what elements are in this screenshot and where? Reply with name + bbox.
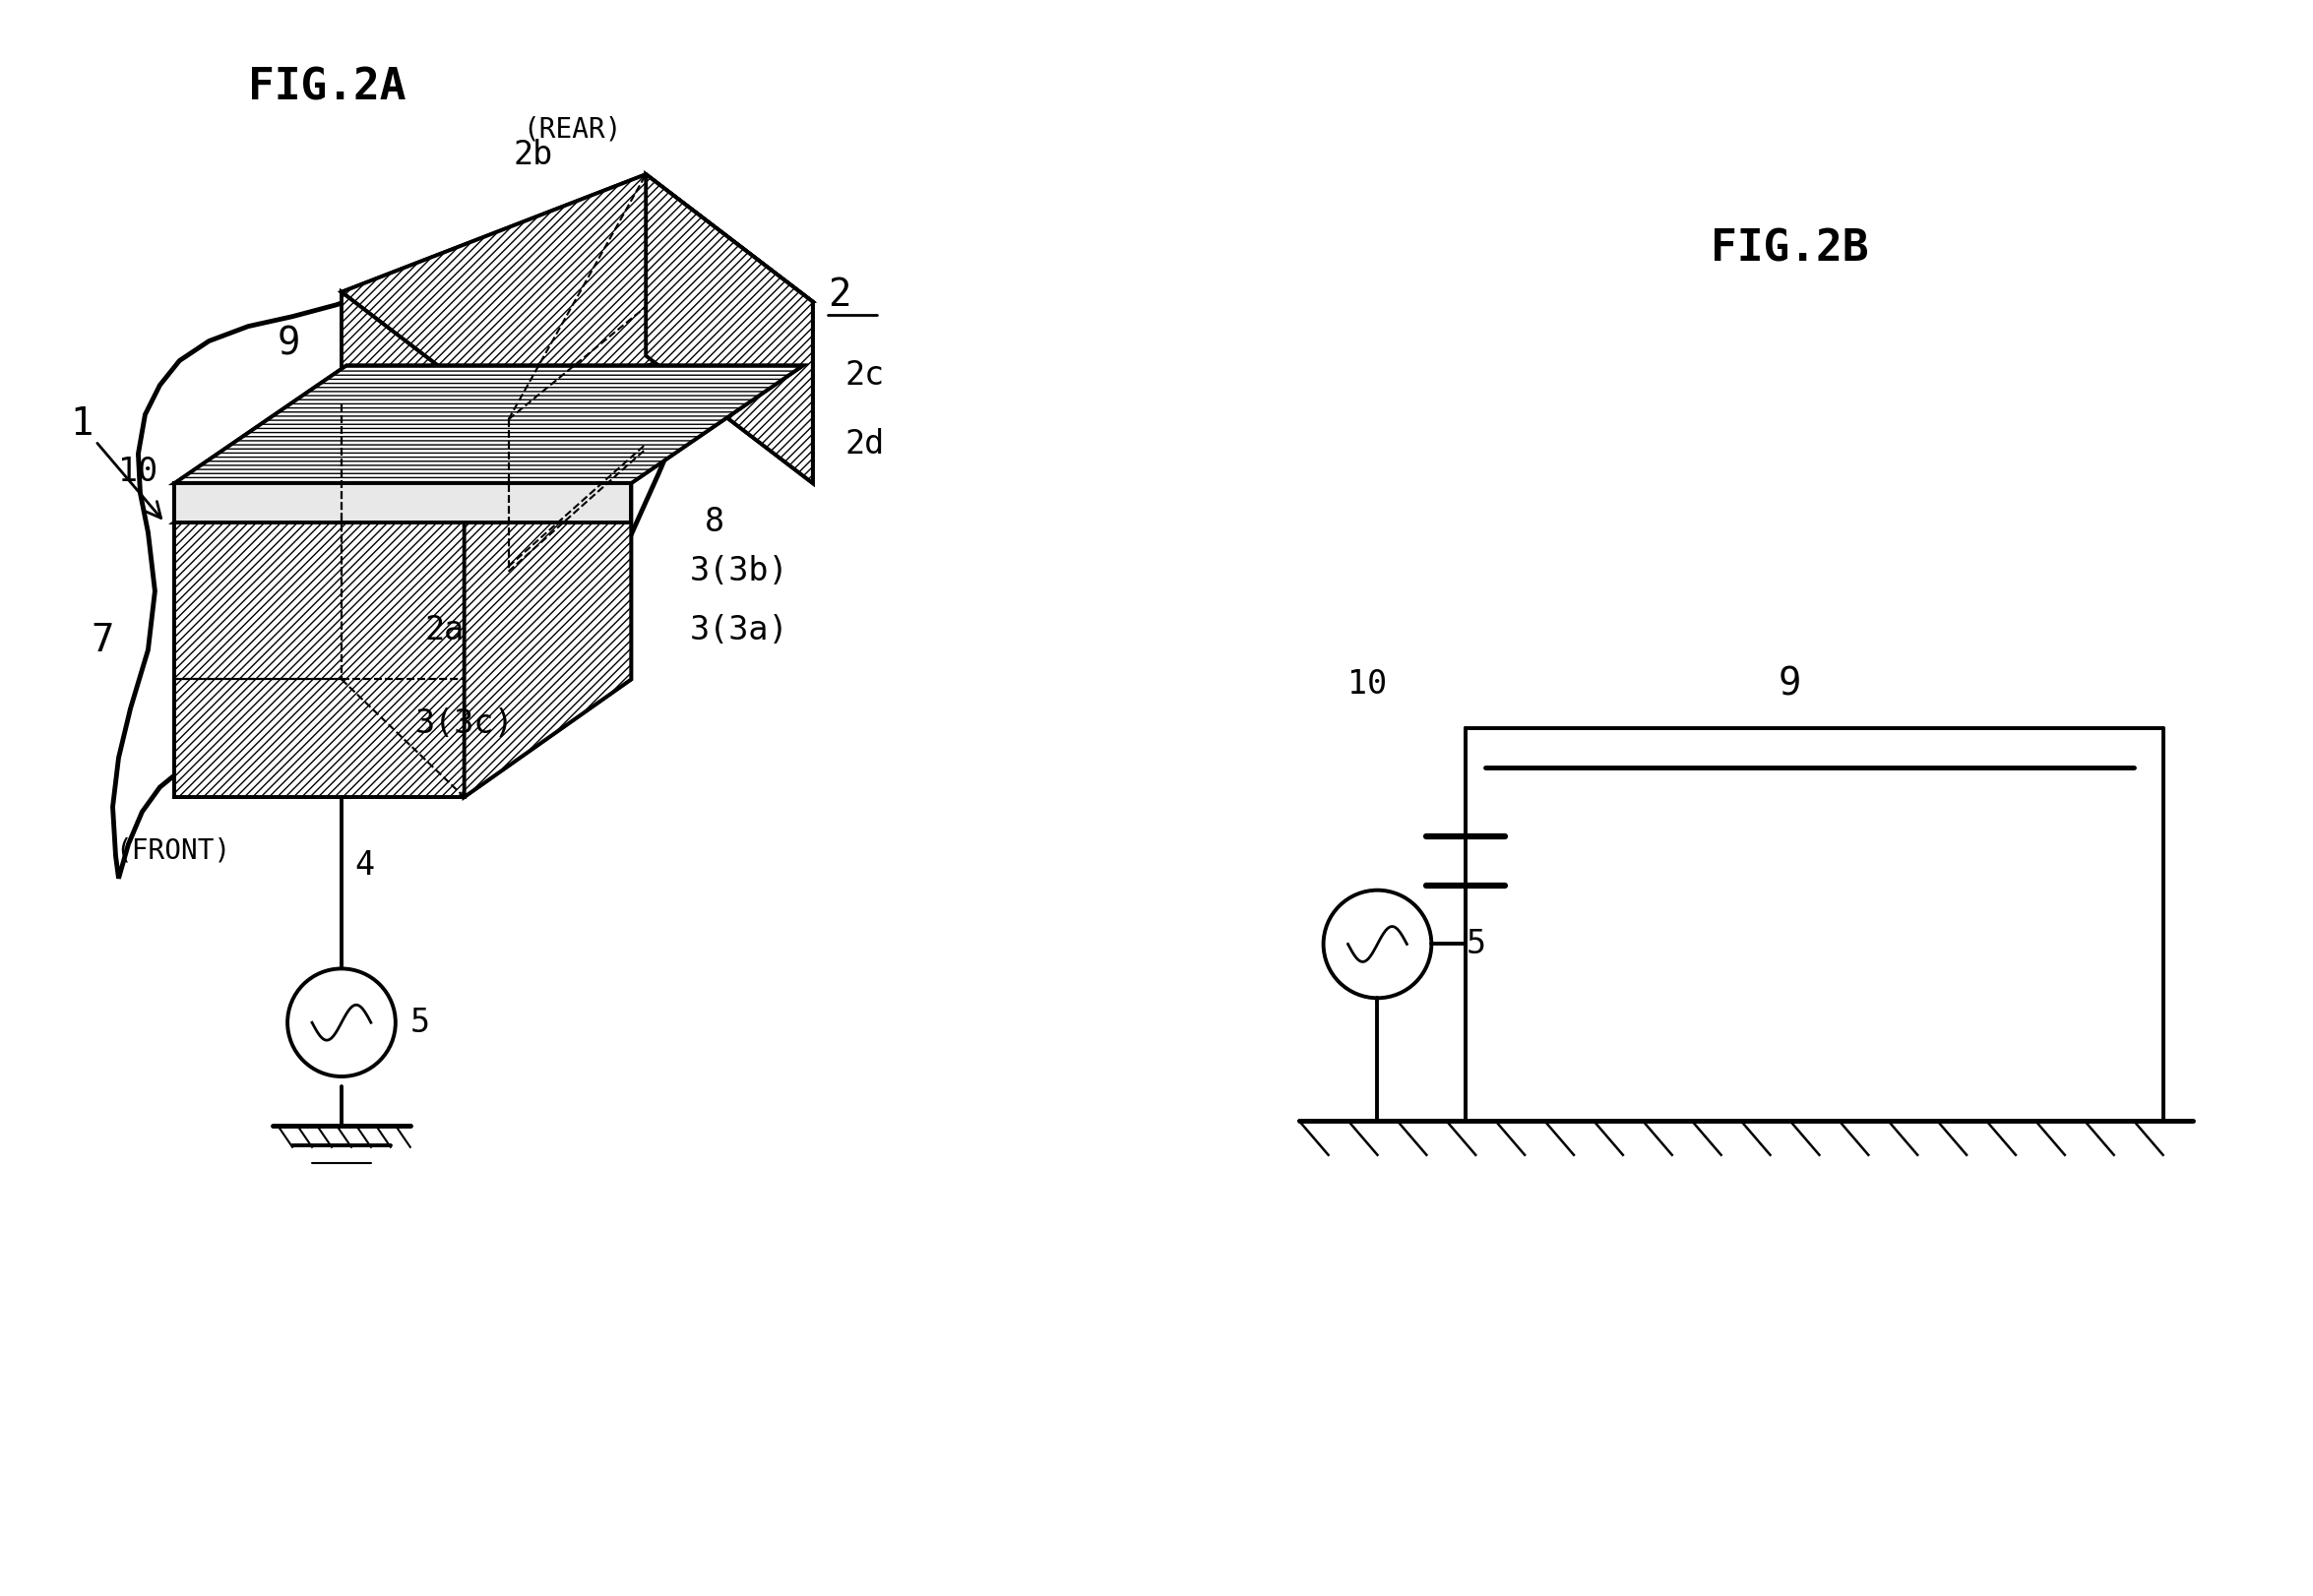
Text: FIG.2B: FIG.2B	[1712, 228, 1869, 271]
Polygon shape	[173, 484, 631, 522]
Polygon shape	[173, 405, 631, 522]
Polygon shape	[173, 522, 465, 796]
Text: (REAR): (REAR)	[523, 115, 622, 144]
Polygon shape	[173, 522, 465, 796]
Polygon shape	[173, 405, 631, 522]
Polygon shape	[645, 174, 812, 484]
Polygon shape	[173, 365, 803, 484]
Polygon shape	[342, 292, 509, 571]
Text: 8: 8	[705, 506, 724, 539]
Text: 2: 2	[828, 276, 851, 314]
Text: (FRONT): (FRONT)	[116, 838, 231, 865]
Text: FIG.2A: FIG.2A	[247, 67, 407, 109]
Text: 7: 7	[90, 621, 113, 659]
Text: 3(3c): 3(3c)	[414, 707, 513, 739]
Polygon shape	[342, 292, 509, 571]
Polygon shape	[342, 174, 812, 420]
Text: 2b: 2b	[513, 139, 553, 171]
Text: 10: 10	[1348, 669, 1388, 701]
Polygon shape	[173, 484, 631, 522]
Text: 9: 9	[1779, 666, 1802, 702]
Text: 4: 4	[354, 849, 375, 883]
Text: 1: 1	[69, 405, 162, 519]
Polygon shape	[465, 405, 631, 796]
Text: 3(3a): 3(3a)	[689, 614, 789, 646]
Text: 9: 9	[278, 326, 301, 362]
Text: 3(3b): 3(3b)	[689, 555, 789, 587]
Polygon shape	[173, 365, 803, 484]
Text: 2d: 2d	[844, 428, 886, 460]
Polygon shape	[113, 219, 701, 878]
Text: 5: 5	[409, 1007, 430, 1039]
Text: 2c: 2c	[844, 359, 886, 391]
Text: 10: 10	[118, 455, 157, 488]
Polygon shape	[645, 174, 812, 484]
Polygon shape	[465, 405, 631, 796]
Text: 2a: 2a	[426, 614, 465, 646]
Text: 5: 5	[1466, 927, 1485, 961]
Polygon shape	[342, 174, 812, 420]
